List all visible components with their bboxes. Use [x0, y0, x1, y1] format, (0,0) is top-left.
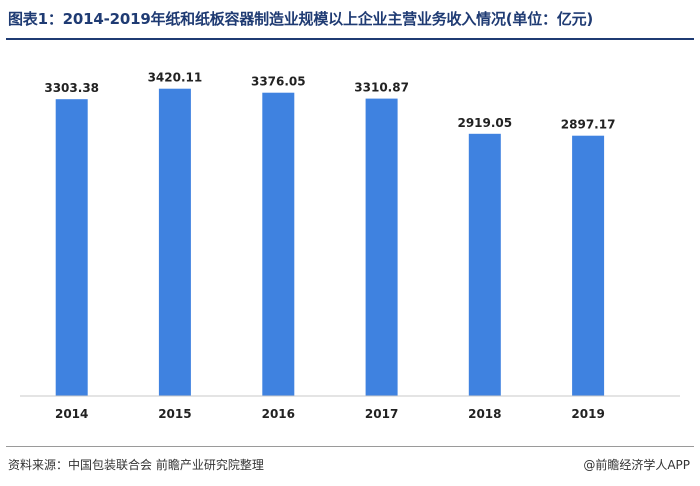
bar-chart: 3303.38 3420.11 3376.05 3310.87 2919.05 2897.… — [20, 71, 680, 421]
chart-title: 图表1：2014-2019年纸和纸板容器制造业规模以上企业主营业务收入情况(单位… — [8, 10, 594, 28]
title-divider — [6, 38, 694, 40]
bar-2014 — [55, 99, 88, 396]
footer-divider — [6, 446, 694, 447]
x-tick-label-2019: 2019 — [571, 407, 604, 421]
bar-2019 — [572, 135, 605, 396]
x-tick-labels-group: 2014 2015 2016 2017 2018 2019 — [55, 407, 605, 421]
bar-2018 — [468, 133, 501, 397]
x-tick-label-2018: 2018 — [468, 407, 501, 421]
bar-2015 — [158, 88, 191, 396]
bar-2017 — [365, 98, 398, 396]
value-label-2018: 2919.05 — [457, 116, 512, 130]
x-tick-label-2014: 2014 — [55, 407, 88, 421]
x-tick-label-2017: 2017 — [365, 407, 398, 421]
value-label-2017: 3310.87 — [354, 81, 409, 95]
value-labels-group: 3303.38 3420.11 3376.05 3310.87 2919.05 2897.… — [44, 71, 615, 132]
bars-group — [55, 88, 605, 397]
value-label-2016: 3376.05 — [251, 75, 306, 89]
value-label-2019: 2897.17 — [561, 118, 616, 132]
value-label-2014: 3303.38 — [44, 81, 99, 95]
brand-credit: @前瞻经济学人APP — [583, 458, 690, 472]
source-note: 资料来源：中国包装联合会 前瞻产业研究院整理 — [8, 458, 264, 472]
x-tick-label-2015: 2015 — [158, 407, 191, 421]
value-label-2015: 3420.11 — [148, 71, 203, 85]
x-tick-label-2016: 2016 — [262, 407, 295, 421]
bar-2016 — [262, 92, 295, 396]
